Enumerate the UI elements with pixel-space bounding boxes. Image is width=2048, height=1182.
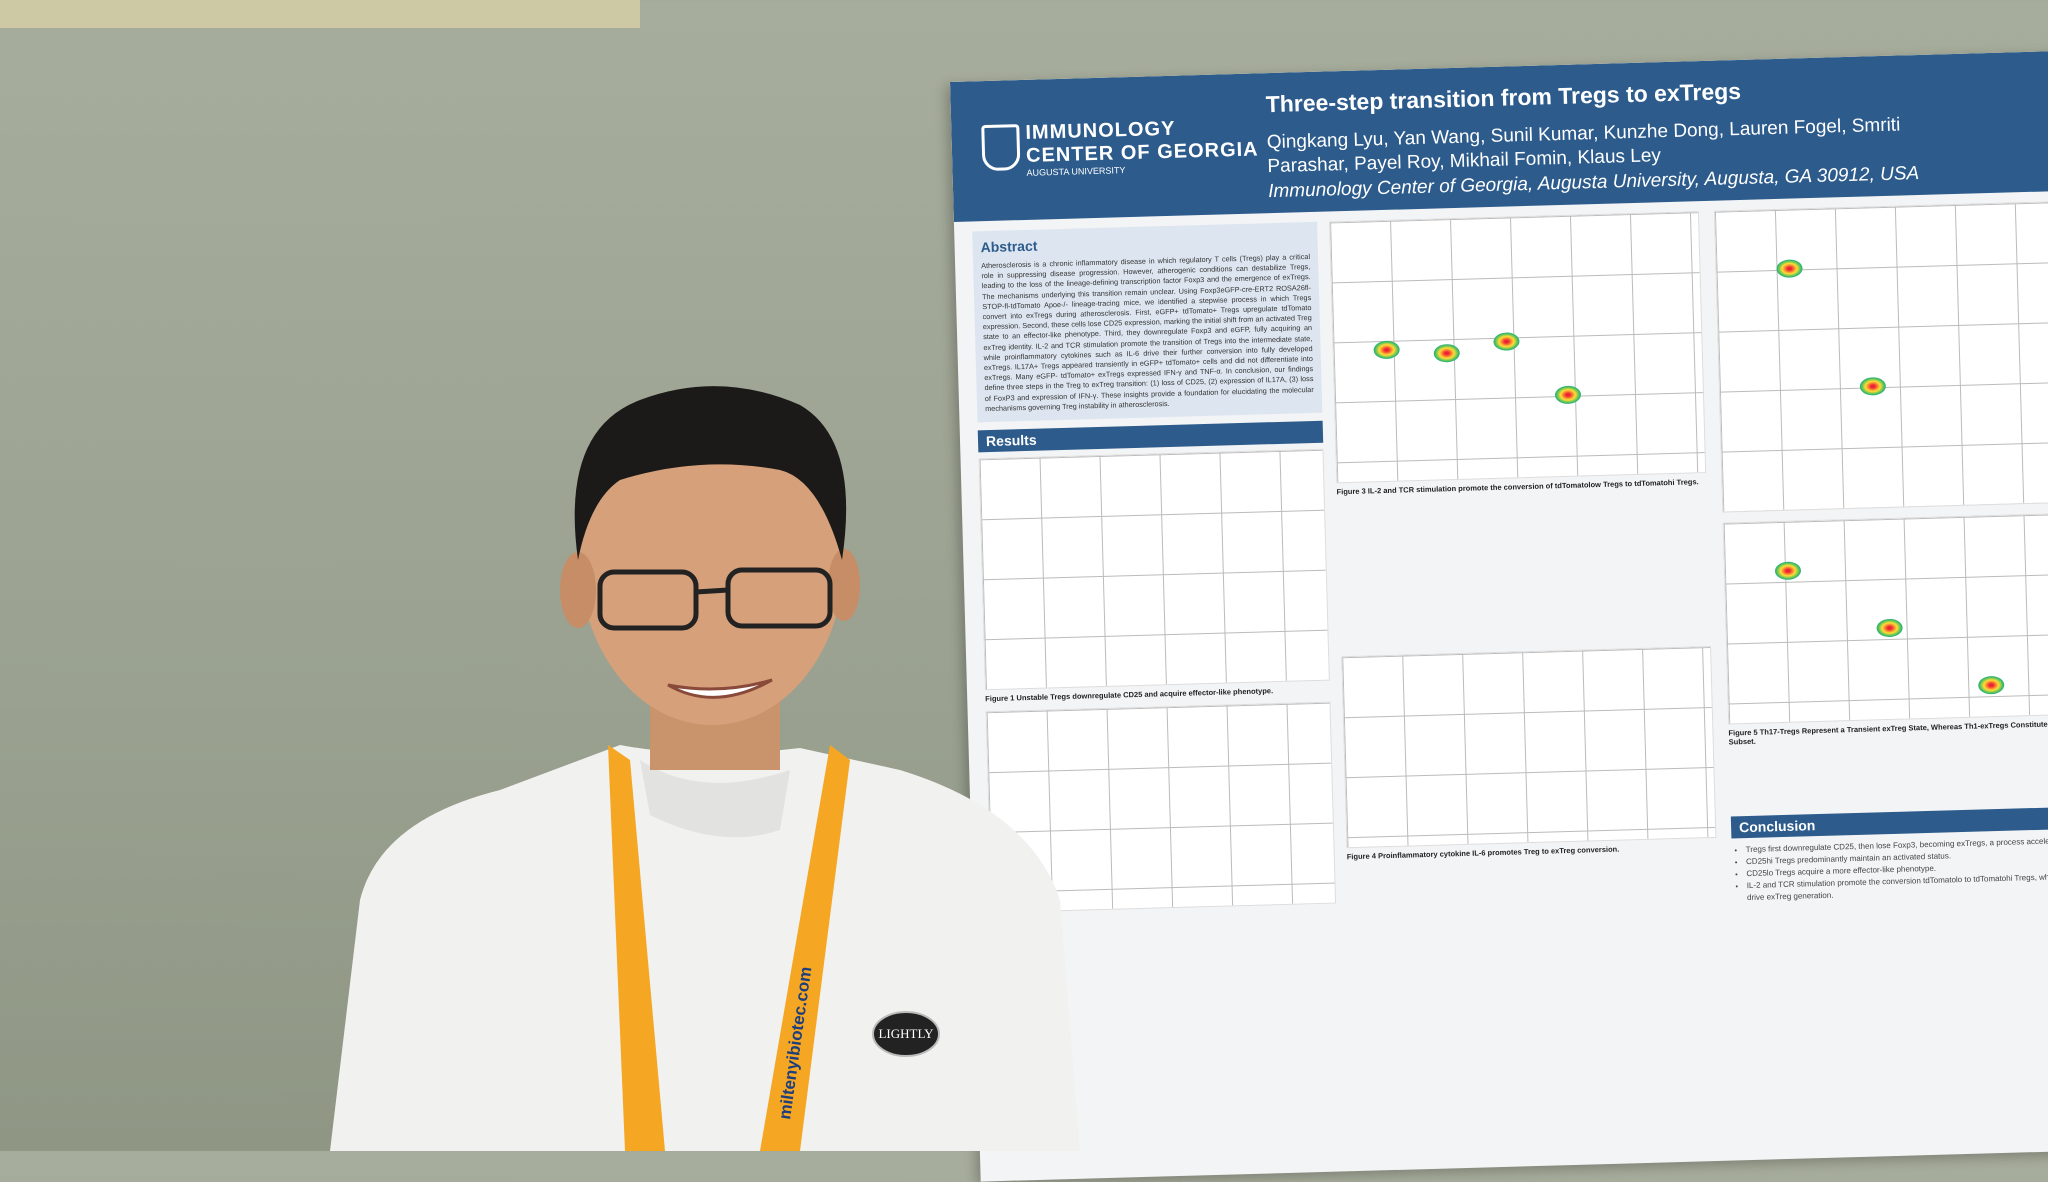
lanyard <box>608 745 665 1151</box>
glasses-bridge <box>695 587 729 595</box>
lanyard <box>760 745 850 1151</box>
page: Poster photo {"poster": { "logo": {"line… <box>0 0 2048 1151</box>
hair <box>574 386 847 560</box>
collar <box>640 760 790 838</box>
ear <box>828 549 860 621</box>
badge-text: LIGHTLY <box>878 1026 934 1041</box>
glasses <box>597 569 699 631</box>
tape <box>0 0 640 28</box>
glasses <box>725 567 833 629</box>
badge <box>872 1011 940 1057</box>
photo: IMMUNOLOGY CENTER OF GEORGIA AUGUSTA UNI… <box>0 0 2048 1151</box>
mouth <box>667 678 773 699</box>
ear <box>560 552 596 628</box>
face <box>580 395 844 725</box>
person: miltenyibiotec.com LIGHTLY <box>330 386 1080 1151</box>
